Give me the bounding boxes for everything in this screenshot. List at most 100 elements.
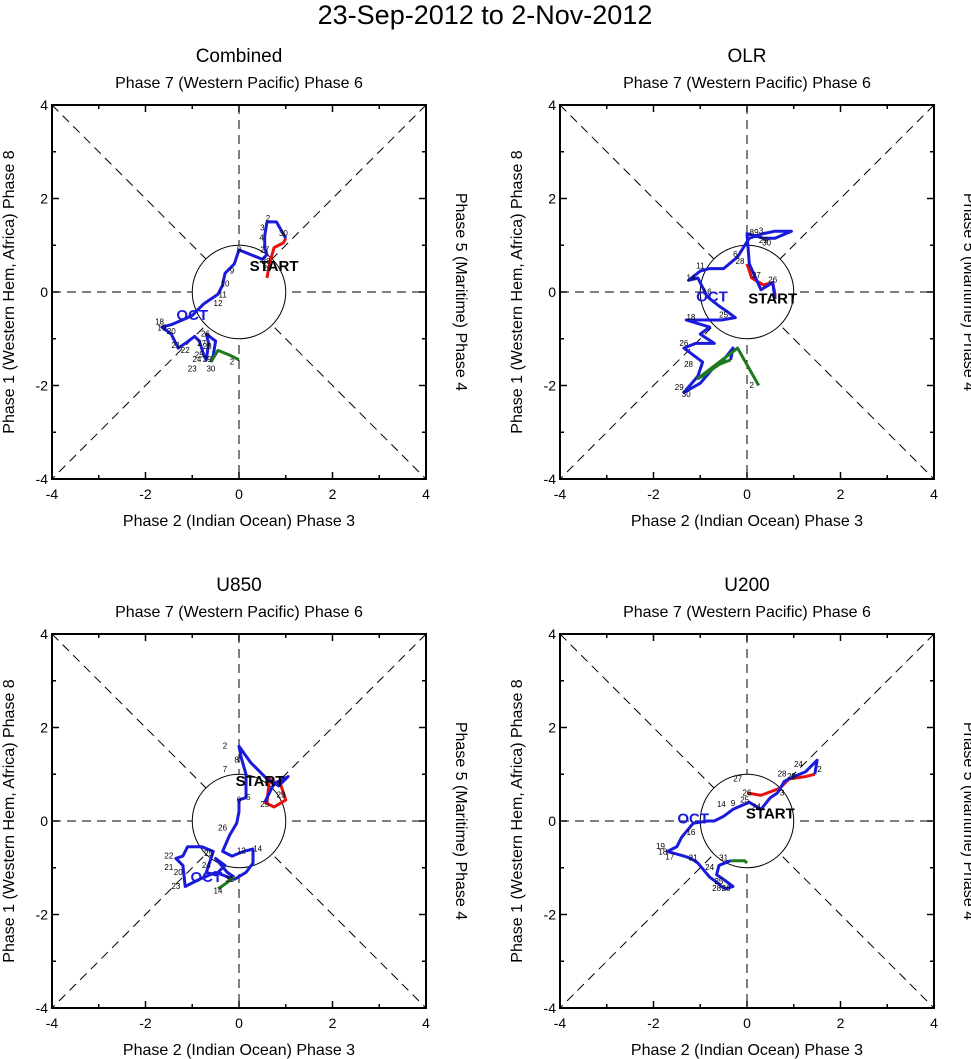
day-label: 2 <box>817 765 822 774</box>
day-label: 29 <box>675 383 684 392</box>
y-tick-label: 4 <box>548 97 556 113</box>
month-label: OCT <box>190 869 222 886</box>
left-axis-label: Phase 1 (Western Hem, Africa) Phase 8 <box>509 679 526 962</box>
day-label: 19 <box>157 323 166 332</box>
trajectory-oct <box>174 744 290 888</box>
panel-title: OLR <box>727 46 766 67</box>
y-tick-label: 2 <box>548 191 556 207</box>
day-label: 28 <box>712 884 721 893</box>
day-label: 18 <box>155 318 164 327</box>
diagonal-line <box>51 104 427 480</box>
y-tick-label: 0 <box>40 813 48 829</box>
day-label: 3 <box>260 223 265 232</box>
y-tick-label: 4 <box>40 626 48 642</box>
day-label: 23 <box>188 364 197 373</box>
left-axis-label: Phase 1 (Western Hem, Africa) Phase 8 <box>509 150 526 433</box>
day-label: 16 <box>686 828 695 837</box>
day-label: 6 <box>733 250 738 259</box>
day-label: 25 <box>714 877 723 886</box>
trajectory-nov <box>217 875 236 891</box>
y-tick-label: 4 <box>40 97 48 113</box>
panel-title: Combined <box>196 46 283 67</box>
day-label: 28 <box>262 257 271 266</box>
left-axis-label: Phase 1 (Western Hem, Africa) Phase 8 <box>1 150 18 433</box>
y-tick-label: -2 <box>544 378 557 394</box>
day-label: 26 <box>743 788 752 797</box>
panel-title: U850 <box>216 575 261 596</box>
start-label: START <box>748 291 797 308</box>
diagonal-line <box>559 633 935 1009</box>
day-label: 11 <box>218 291 227 300</box>
day-label: 20 <box>174 868 183 877</box>
day-label: 5 <box>246 793 251 802</box>
day-label: 26 <box>201 329 210 338</box>
day-label: 22 <box>164 851 173 860</box>
day-label: 29 <box>277 791 286 800</box>
day-label: 8 <box>749 228 754 237</box>
top-axis-label: Phase 7 (Western Pacific) Phase 6 <box>623 604 871 621</box>
diagonal-line <box>559 104 935 480</box>
diagonal-line <box>559 104 935 480</box>
day-label: 9 <box>230 266 235 275</box>
day-label: 24 <box>794 760 803 769</box>
x-tick-label: 4 <box>422 486 430 502</box>
y-tick-label: 0 <box>548 813 556 829</box>
x-tick-label: -2 <box>647 486 660 502</box>
month-label: OCT <box>176 307 208 324</box>
month-label: OCT <box>696 288 728 305</box>
x-tick-label: -2 <box>139 486 152 502</box>
day-label: 25 <box>195 350 204 359</box>
y-tick-label: -2 <box>544 907 557 923</box>
x-tick-label: 2 <box>837 486 845 502</box>
trajectory-oct <box>666 758 819 891</box>
x-tick-label: 2 <box>329 1015 337 1031</box>
start-label: START <box>746 806 795 823</box>
day-label: 9 <box>754 228 759 237</box>
day-label: 22 <box>181 346 190 355</box>
y-tick-label: 4 <box>548 626 556 642</box>
diagonal-line <box>51 104 427 480</box>
trajectory-nov <box>730 859 749 865</box>
x-tick-label: 4 <box>422 1015 430 1031</box>
day-label: 3 <box>759 227 764 236</box>
day-label: 2 <box>749 381 754 390</box>
day-label: 28 <box>203 342 212 351</box>
month-label: OCT <box>677 810 709 827</box>
unit-circle <box>191 244 287 340</box>
x-tick-label: 0 <box>235 486 243 502</box>
trajectory-nov <box>696 346 761 387</box>
day-label: 8 <box>234 756 239 765</box>
trajectory-oct <box>682 229 793 394</box>
top-axis-label: Phase 7 (Western Pacific) Phase 6 <box>623 75 871 92</box>
left-axis-label: Phase 1 (Western Hem, Africa) Phase 8 <box>1 679 18 962</box>
day-label: 26 <box>768 276 777 285</box>
day-label: 19 <box>656 842 665 851</box>
x-tick-label: 0 <box>743 486 751 502</box>
unit-circle <box>191 773 287 869</box>
day-label: 14 <box>214 886 223 895</box>
x-tick-label: 0 <box>743 1015 751 1031</box>
day-label: 2 <box>223 742 228 751</box>
x-tick-label: 4 <box>930 1015 938 1031</box>
day-label: 2 <box>230 357 235 366</box>
day-label: 14 <box>717 800 726 809</box>
panel-u200: U200 Phase 7 (Western Pacific) Phase 6 Pha… <box>509 575 971 1059</box>
x-tick-label: -4 <box>554 1015 567 1031</box>
day-label: 9 <box>731 799 736 808</box>
day-label: 12 <box>214 299 223 308</box>
y-tick-label: 2 <box>548 720 556 736</box>
day-label: 17 <box>665 852 674 861</box>
bottom-axis-label: Phase 2 (Indian Ocean) Phase 3 <box>631 513 863 530</box>
diagonal-line <box>559 633 935 1009</box>
start-label: START <box>250 258 299 275</box>
trajectory-oct <box>160 220 288 363</box>
day-label: 26 <box>218 823 227 832</box>
day-label: 25 <box>204 849 213 858</box>
day-label: 27 <box>752 271 761 280</box>
day-label: 21 <box>689 854 698 863</box>
day-label: 26 <box>679 339 688 348</box>
bottom-axis-label: Phase 2 (Indian Ocean) Phase 3 <box>123 1042 355 1059</box>
y-tick-label: 0 <box>548 284 556 300</box>
y-tick-label: -4 <box>544 1000 557 1016</box>
day-label: 30 <box>279 229 288 238</box>
